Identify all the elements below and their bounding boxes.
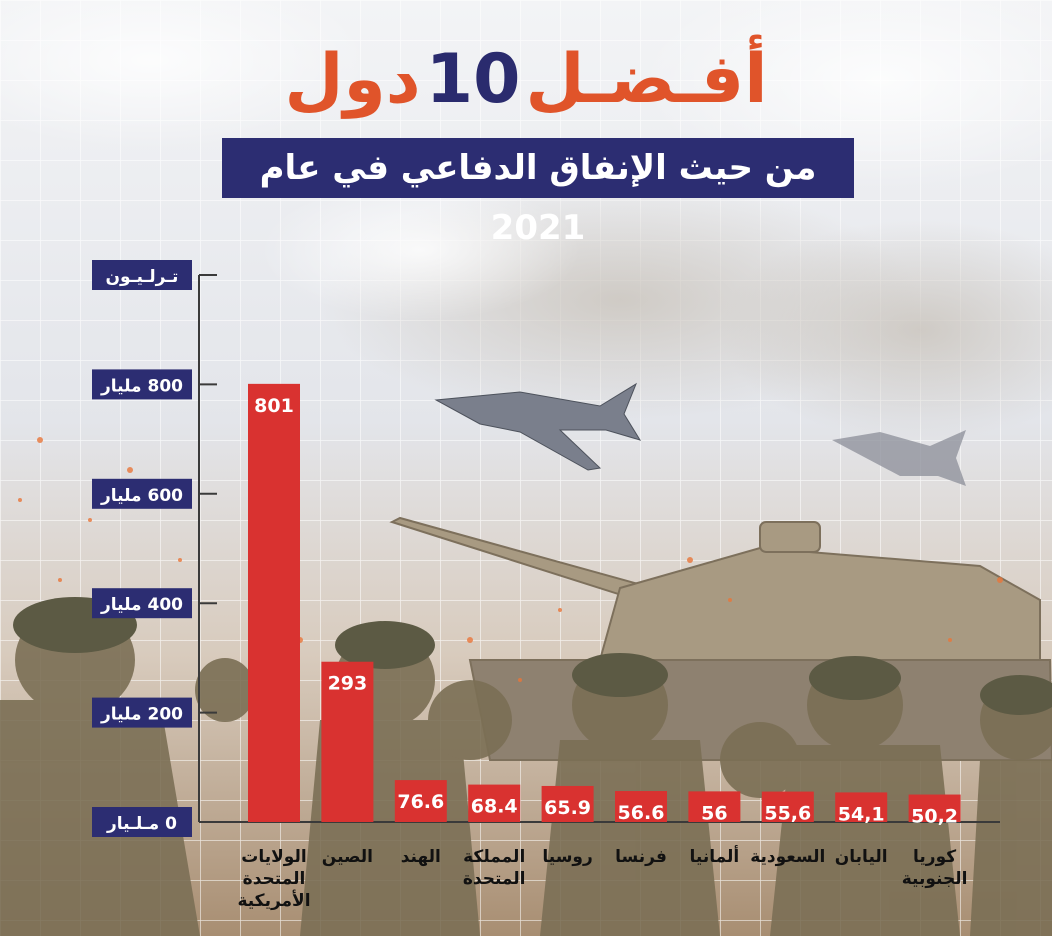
title-words: أفـضـل xyxy=(525,40,768,119)
y-tick-box xyxy=(92,260,192,290)
bar xyxy=(761,791,814,822)
category-label: روسيا xyxy=(542,847,592,867)
category-label: فرنسا xyxy=(615,847,667,867)
bar xyxy=(248,383,300,822)
bar xyxy=(321,661,374,822)
bar-value-label: 56 xyxy=(701,802,727,824)
category-label: الأمريكية xyxy=(237,890,310,911)
category-label: ألمانيا xyxy=(690,845,740,867)
chart-title: أفـضـل 10 دول xyxy=(0,40,1052,119)
bar-value-label: 68.4 xyxy=(471,796,518,818)
y-tick-label: 0 مـلـيار xyxy=(106,814,177,834)
y-tick-label: 200 مليار xyxy=(100,705,183,725)
category-label: المتحدة xyxy=(243,869,306,889)
category-label: المملكة xyxy=(463,847,525,867)
bar-value-label: 76.6 xyxy=(397,791,444,813)
bar-value-label: 801 xyxy=(254,395,294,417)
y-tick-label: تـرلـيـون xyxy=(106,267,179,287)
bar-value-label: 54,1 xyxy=(838,803,885,825)
category-label: الهند xyxy=(401,847,441,867)
bar-value-label: 293 xyxy=(328,673,368,695)
y-tick-box xyxy=(92,697,192,728)
y-tick-label: 600 مليار xyxy=(100,486,183,506)
bar-value-label: 56.6 xyxy=(618,802,665,824)
fighter-jet-icon xyxy=(832,430,966,486)
bar-value-label: 65.9 xyxy=(544,797,591,819)
bar xyxy=(688,791,741,822)
bar xyxy=(835,792,888,822)
y-tick-box xyxy=(92,369,192,400)
bar-value-label: 50,2 xyxy=(911,806,958,828)
category-label: كوريا xyxy=(913,847,956,867)
title-number: 10 xyxy=(425,40,521,119)
category-label: السعودية xyxy=(750,847,825,867)
category-label: المتحدة xyxy=(463,869,526,889)
chart-subtitle: من حيث الإنفاق الدفاعي في عام 2021 xyxy=(222,138,854,248)
category-label: الصين xyxy=(322,847,373,867)
bar xyxy=(908,794,961,822)
bar xyxy=(541,785,594,822)
bar xyxy=(468,784,521,822)
y-tick-box xyxy=(92,807,192,837)
category-label: الولايات xyxy=(241,847,306,867)
fighter-jet-icon xyxy=(434,382,642,471)
bar xyxy=(394,780,447,822)
y-tick-box xyxy=(92,588,192,619)
bar xyxy=(615,791,667,822)
y-tick-label: 800 مليار xyxy=(100,376,183,396)
bar-value-label: 55,6 xyxy=(764,803,811,825)
title-tail: دول xyxy=(284,40,421,119)
category-label: اليابان xyxy=(835,847,888,867)
y-tick-label: 400 مليار xyxy=(100,595,183,615)
y-tick-box xyxy=(92,478,192,509)
category-label: الجنوبية xyxy=(902,869,968,889)
